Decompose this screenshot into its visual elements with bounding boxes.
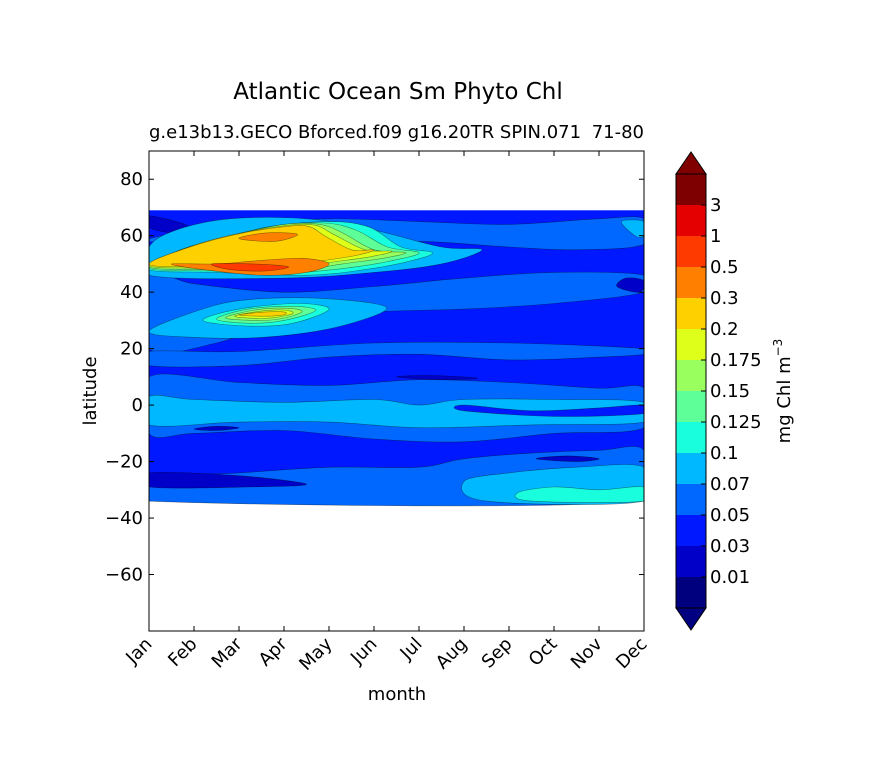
contour-region: [238, 232, 298, 242]
x-tick-label: Apr: [255, 633, 292, 670]
x-tick-label: Jun: [346, 634, 381, 669]
colorbar-segment: [676, 267, 706, 298]
y-tick-label: 60: [120, 226, 143, 247]
x-tick-label: Jul: [396, 634, 427, 665]
y-axis-label: latitude: [80, 356, 101, 425]
colorbar-tick-label: 0.03: [710, 536, 750, 557]
colorbar-tick-label: 0.2: [710, 319, 739, 340]
x-axis-label: month: [368, 684, 426, 705]
colorbar-tick-label: 0.07: [710, 474, 750, 495]
colorbar-segment: [676, 422, 706, 453]
x-tick-label: Nov: [567, 633, 607, 673]
x-tick-label: Oct: [525, 634, 562, 671]
colorbar-tick-label: 0.175: [710, 350, 762, 371]
colorbar-segment: [676, 515, 706, 546]
contour-region: [149, 394, 644, 429]
colorbar-tick-label: 3: [710, 195, 721, 216]
chart-title: Atlantic Ocean Sm Phyto Chl: [233, 79, 562, 105]
colorbar-segment: [676, 577, 706, 608]
colorbar-tick-label: 0.01: [710, 567, 750, 588]
colorbar-segment: [676, 546, 706, 577]
contour-region: [193, 425, 240, 431]
colorbar-extend-under: [675, 607, 707, 631]
y-tick-label: 80: [120, 169, 143, 190]
contour-region: [621, 219, 644, 238]
contour-region: [149, 471, 307, 489]
y-tick-label: −40: [105, 508, 143, 529]
chart-subtitle: g.e13b13.GECO Bforced.f09 g16.20TR SPIN.…: [149, 122, 581, 143]
colorbar-tick-label: 0.3: [710, 288, 739, 309]
y-axis: 80 60 40 20 0 −20 −40 −60: [105, 169, 644, 586]
colorbar-tick-label: 0.15: [710, 381, 750, 402]
chart-subtitle-years: 71-80: [592, 122, 644, 143]
y-tick-label: −20: [105, 452, 143, 473]
colorbar-segment: [676, 360, 706, 391]
y-tick-label: −60: [105, 565, 143, 586]
colorbar-tick-label: 0.05: [710, 505, 750, 526]
colorbar-tick-label: 0.5: [710, 257, 739, 278]
x-tick-label: Feb: [164, 634, 201, 671]
contour-region: [616, 277, 644, 293]
x-tick-label: Sep: [478, 634, 517, 673]
contour-region: [211, 263, 289, 272]
colorbar-segment: [676, 298, 706, 329]
y-tick-label: 20: [120, 339, 143, 360]
y-tick-label: 40: [120, 282, 143, 303]
x-tick-label: Dec: [612, 634, 651, 673]
contour-region: [238, 311, 287, 317]
contour-region: [396, 375, 478, 381]
contour-region: [149, 341, 644, 368]
colorbar-segment: [676, 174, 706, 205]
colorbar-segment: [676, 453, 706, 484]
x-tick-label: Mar: [208, 633, 247, 672]
y-tick-label: 0: [132, 395, 143, 416]
x-tick-label: Aug: [432, 634, 472, 674]
contour-region: [535, 455, 600, 462]
contour-region: [514, 486, 644, 503]
contour-field: [149, 210, 644, 507]
colorbar: 0.01 0.03 0.05 0.07 0.1 0.125 0.15 0.175 0.2 0.3 0…: [675, 151, 762, 631]
colorbar-tick-label: 0.1: [710, 443, 739, 464]
colorbar-segment: [676, 484, 706, 515]
plot-frame: [148, 150, 645, 632]
contour-region: [453, 404, 644, 417]
colorbar-tick-label: 0.125: [710, 412, 762, 433]
colorbar-label: mg Chl m−3: [771, 339, 795, 444]
colorbar-extend-over: [675, 151, 707, 175]
x-tick-label: Jan: [121, 634, 156, 669]
colorbar-segment: [676, 205, 706, 236]
colorbar-segment: [676, 391, 706, 422]
x-tick-label: May: [295, 633, 336, 674]
colorbar-segment: [676, 329, 706, 360]
colorbar-tick-label: 1: [710, 226, 721, 247]
colorbar-segment: [676, 236, 706, 267]
